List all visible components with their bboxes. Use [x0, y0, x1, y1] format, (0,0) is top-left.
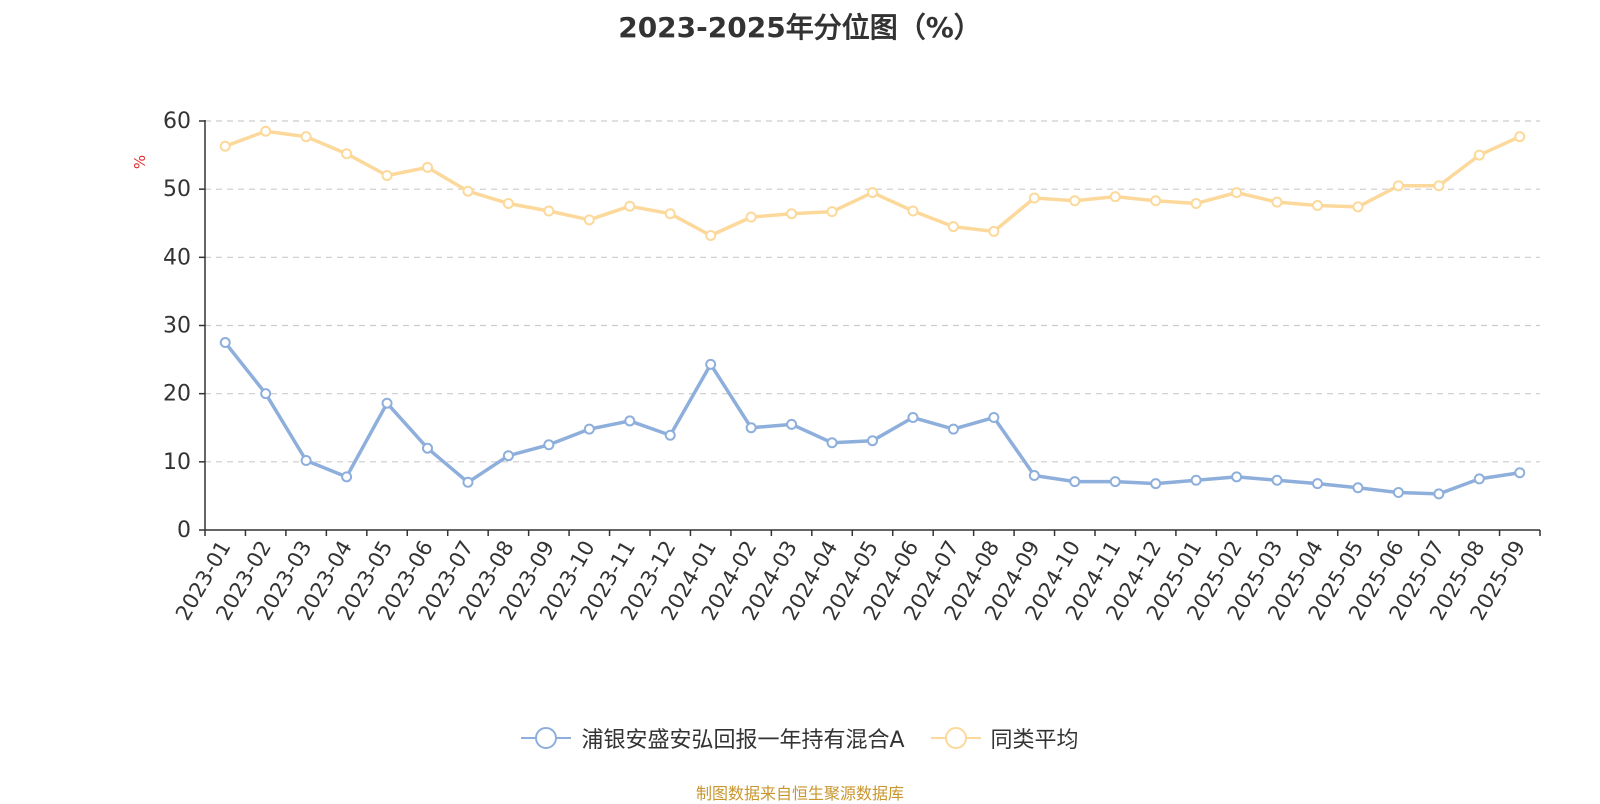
- data-point: [867, 187, 878, 199]
- series-1: [219, 125, 1526, 242]
- data-point: [381, 170, 393, 182]
- y-tick-label: 20: [163, 382, 191, 407]
- legend-line-circle-icon: [930, 727, 981, 749]
- data-point: [1514, 131, 1526, 143]
- data-point: [1312, 478, 1323, 490]
- data-point: [583, 214, 595, 226]
- legend-item[interactable]: 浦银安盛安弘回报一年持有混合A: [521, 722, 905, 754]
- data-point: [219, 337, 231, 349]
- data-point: [745, 422, 757, 434]
- data-point: [583, 423, 595, 435]
- data-point: [502, 197, 514, 209]
- y-tick-label: 0: [177, 518, 191, 543]
- data-point: [462, 476, 474, 488]
- data-point: [1271, 474, 1283, 486]
- legend-line-circle-icon: [521, 727, 572, 749]
- data-point: [462, 185, 474, 197]
- data-point: [624, 415, 636, 427]
- series-line: [223, 341, 1521, 496]
- data-point: [1352, 201, 1364, 213]
- data-point: [341, 148, 353, 160]
- data-point: [1109, 476, 1121, 488]
- data-point: [664, 429, 676, 441]
- data-point: [1473, 473, 1485, 485]
- data-point: [260, 388, 272, 400]
- data-point: [1312, 200, 1323, 212]
- series-lines: [219, 125, 1526, 500]
- data-point: [1392, 180, 1404, 192]
- data-point: [867, 435, 878, 447]
- data-point: [988, 412, 1000, 424]
- data-point: [1069, 476, 1081, 488]
- data-point: [422, 442, 433, 454]
- data-point: [1028, 192, 1040, 204]
- data-point: [1231, 471, 1243, 483]
- data-point: [745, 211, 757, 223]
- data-point: [947, 423, 959, 435]
- data-point: [502, 450, 514, 462]
- data-point: [381, 397, 393, 409]
- data-point: [705, 358, 717, 370]
- data-point: [1392, 487, 1404, 499]
- y-tick-label: 50: [163, 177, 191, 202]
- data-point: [786, 208, 798, 220]
- data-point: [1028, 469, 1040, 481]
- data-point: [988, 225, 1000, 237]
- data-point: [705, 230, 717, 242]
- data-point: [624, 200, 636, 212]
- data-point: [1069, 195, 1081, 207]
- data-point: [786, 418, 798, 430]
- source-note: 制图数据来自恒生聚源数据库: [695, 784, 904, 803]
- data-point: [1150, 478, 1162, 490]
- y-tick-label: 10: [163, 450, 191, 475]
- data-point: [300, 131, 312, 143]
- grid-lines: [205, 120, 1540, 463]
- series-0: [219, 337, 1526, 500]
- data-point: [1190, 474, 1202, 486]
- data-point: [422, 161, 433, 173]
- data-point: [1433, 180, 1445, 192]
- data-point: [1514, 467, 1526, 479]
- data-point: [664, 208, 676, 220]
- data-point: [947, 221, 959, 233]
- axes: 01020304050602023-012023-022023-032023-0…: [163, 109, 1541, 624]
- y-axis-title: %: [131, 155, 149, 169]
- data-point: [1109, 191, 1121, 203]
- data-point: [1352, 482, 1364, 494]
- data-point: [1271, 196, 1283, 208]
- data-point: [260, 125, 272, 137]
- series-line: [224, 129, 1521, 238]
- data-point: [1473, 149, 1485, 161]
- legend-label: 浦银安盛安弘回报一年持有混合A: [581, 728, 905, 753]
- y-tick-label: 60: [163, 109, 191, 134]
- data-point: [219, 140, 231, 152]
- data-point: [1150, 195, 1162, 207]
- legend-label: 同类平均: [990, 728, 1079, 753]
- legend: 浦银安盛安弘回报一年持有混合A 同类平均: [0, 722, 1600, 754]
- data-point: [543, 205, 555, 217]
- data-point: [1190, 197, 1202, 209]
- data-point: [907, 205, 919, 217]
- data-point: [300, 454, 312, 466]
- y-tick-label: 40: [163, 245, 191, 270]
- y-tick-label: 30: [163, 314, 191, 339]
- legend-item[interactable]: 同类平均: [930, 722, 1079, 754]
- chart-title: 2023-2025年分位图（%）: [618, 11, 982, 44]
- data-point: [826, 437, 838, 449]
- data-point: [907, 412, 919, 424]
- data-point: [543, 439, 555, 451]
- data-point: [341, 471, 353, 483]
- data-point: [1433, 488, 1445, 500]
- data-point: [826, 206, 838, 218]
- data-point: [1231, 187, 1243, 199]
